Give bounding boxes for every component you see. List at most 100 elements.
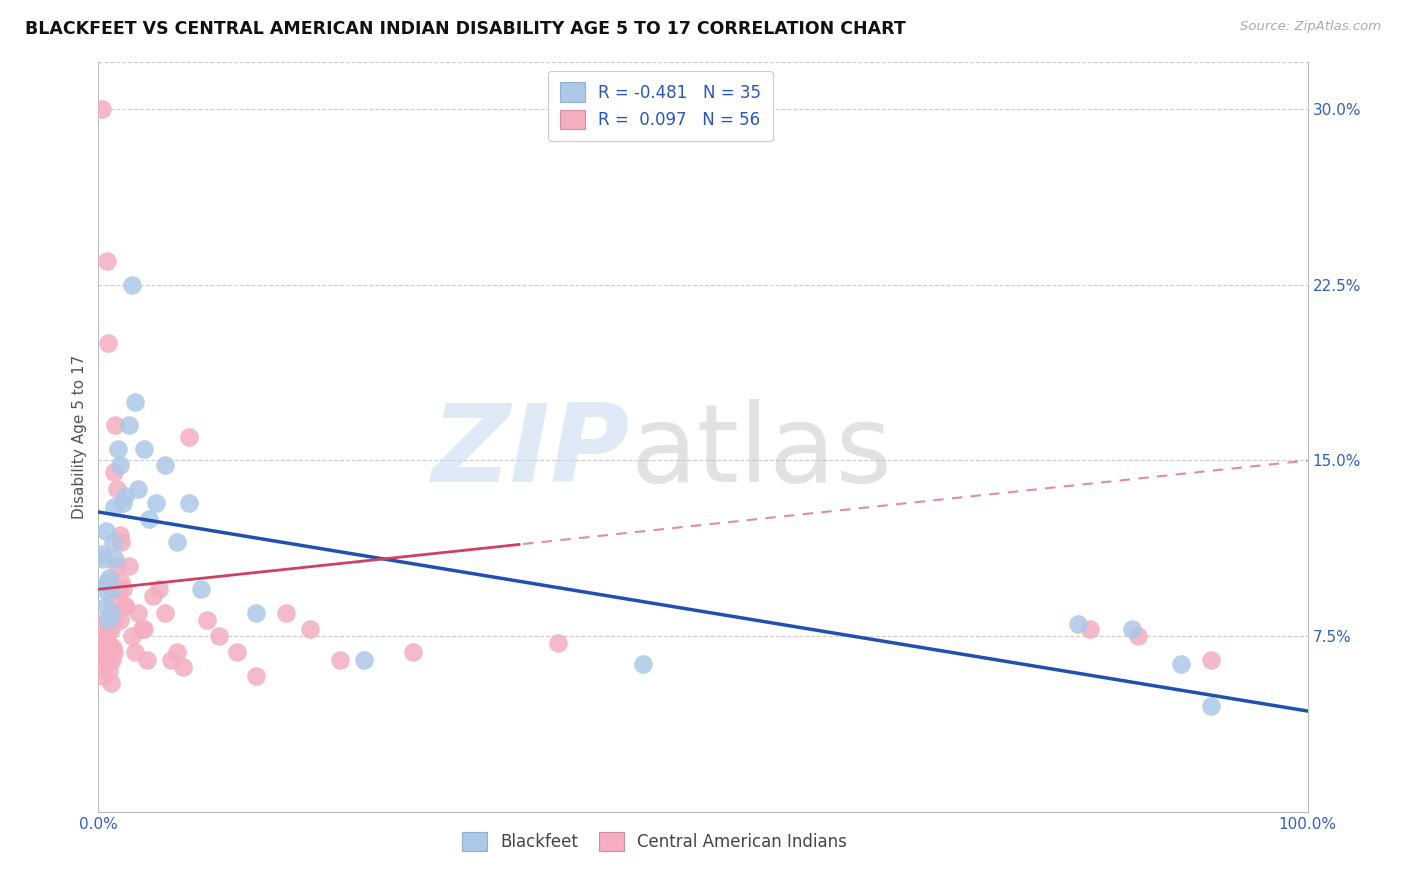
Point: [101, 535, 124, 549]
Point: [103, 646, 125, 660]
Point: [97, 652, 120, 666]
Point: [98, 664, 121, 679]
Point: [91, 547, 114, 561]
Point: [108, 613, 131, 627]
Point: [105, 482, 128, 496]
Point: [111, 582, 134, 597]
Point: [108, 582, 131, 597]
Point: [108, 458, 131, 473]
Point: [96, 254, 118, 268]
Point: [93, 646, 115, 660]
Point: [100, 606, 122, 620]
Point: [135, 652, 157, 666]
Point: [1199, 652, 1222, 666]
Point: [98, 636, 121, 650]
Point: [104, 582, 127, 597]
Point: [124, 646, 146, 660]
Point: [96, 575, 118, 590]
Point: [547, 636, 569, 650]
Point: [100, 582, 122, 597]
Point: [114, 599, 136, 613]
Point: [1067, 617, 1090, 632]
Point: [97, 336, 120, 351]
Point: [94, 524, 117, 538]
Point: [1121, 622, 1143, 636]
Point: [100, 606, 122, 620]
Point: [134, 442, 156, 456]
Text: ZIP: ZIP: [432, 399, 630, 505]
Point: [329, 652, 352, 666]
Point: [118, 418, 141, 433]
Point: [153, 458, 176, 473]
Point: [91, 551, 114, 566]
Text: atlas: atlas: [630, 399, 893, 505]
Point: [91, 636, 114, 650]
Point: [111, 495, 134, 509]
Point: [127, 482, 149, 496]
Point: [104, 418, 127, 433]
Point: [179, 430, 201, 444]
Point: [245, 606, 267, 620]
Point: [134, 622, 156, 636]
Point: [166, 535, 188, 549]
Point: [299, 622, 322, 636]
Point: [101, 640, 124, 655]
Point: [103, 500, 125, 515]
Point: [1199, 699, 1222, 714]
Point: [172, 659, 194, 673]
Legend: Blackfeet, Central American Indians: Blackfeet, Central American Indians: [454, 823, 855, 860]
Point: [114, 489, 136, 503]
Point: [105, 558, 128, 573]
Point: [138, 512, 160, 526]
Y-axis label: Disability Age 5 to 17: Disability Age 5 to 17: [72, 355, 87, 519]
Point: [91, 669, 114, 683]
Point: [124, 395, 146, 409]
Text: Source: ZipAtlas.com: Source: ZipAtlas.com: [1240, 20, 1381, 33]
Point: [208, 629, 231, 643]
Point: [97, 622, 120, 636]
Point: [245, 669, 267, 683]
Point: [121, 277, 143, 292]
Point: [274, 606, 297, 620]
Point: [98, 571, 121, 585]
Point: [402, 646, 425, 660]
Point: [103, 465, 125, 479]
Point: [97, 613, 120, 627]
Point: [103, 613, 125, 627]
Point: [93, 629, 115, 643]
Text: BLACKFEET VS CENTRAL AMERICAN INDIAN DISABILITY AGE 5 TO 17 CORRELATION CHART: BLACKFEET VS CENTRAL AMERICAN INDIAN DIS…: [25, 20, 905, 37]
Point: [226, 646, 249, 660]
Point: [142, 590, 165, 604]
Point: [100, 676, 122, 690]
Point: [160, 652, 183, 666]
Point: [145, 495, 167, 509]
Point: [104, 551, 127, 566]
Point: [100, 622, 122, 636]
Point: [1170, 657, 1192, 672]
Point: [94, 646, 117, 660]
Point: [90, 652, 112, 666]
Point: [148, 582, 170, 597]
Point: [1128, 629, 1150, 643]
Point: [110, 535, 132, 549]
Point: [110, 575, 132, 590]
Point: [114, 599, 136, 613]
Point: [107, 582, 129, 597]
Point: [631, 657, 654, 672]
Point: [101, 594, 124, 608]
Point: [91, 102, 114, 116]
Point: [127, 606, 149, 620]
Point: [93, 659, 115, 673]
Point: [131, 622, 153, 636]
Point: [107, 442, 129, 456]
Point: [100, 652, 122, 666]
Point: [1078, 622, 1101, 636]
Point: [190, 582, 212, 597]
Point: [94, 613, 117, 627]
Point: [94, 599, 117, 613]
Point: [153, 606, 176, 620]
Point: [118, 558, 141, 573]
Point: [353, 652, 375, 666]
Point: [179, 495, 201, 509]
Point: [195, 613, 218, 627]
